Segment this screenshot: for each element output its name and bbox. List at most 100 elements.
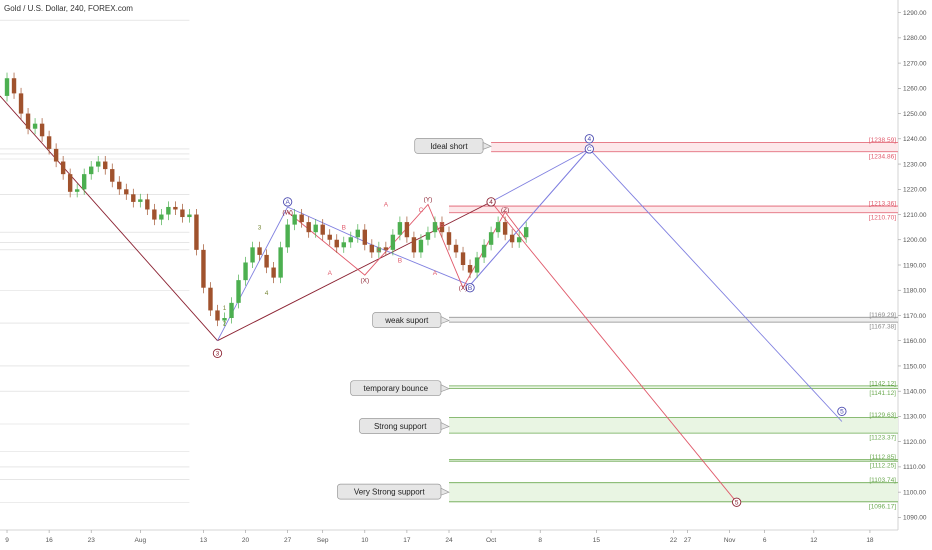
- candle-body: [159, 214, 164, 220]
- candle-body: [215, 310, 220, 321]
- y-tick-label: 1130.00: [903, 414, 926, 421]
- callout-text: Ideal short: [430, 142, 468, 151]
- candle-body: [4, 78, 10, 96]
- level-label-low: [1167.38]: [869, 324, 896, 331]
- candle-body: [404, 222, 410, 238]
- wave-label: A: [433, 270, 438, 277]
- wave-label-circle: [584, 144, 594, 154]
- y-tick-label: 1260.00: [903, 86, 927, 93]
- candle-body: [425, 232, 431, 240]
- wave-label: A: [328, 270, 333, 277]
- y-tick-label: 1190.00: [903, 262, 926, 269]
- x-tick-label: 16: [45, 537, 53, 544]
- y-tick-label: 1270.00: [903, 60, 927, 67]
- x-tick-label: Oct: [486, 537, 496, 544]
- level-label-high: [1169.29]: [869, 312, 896, 319]
- x-tick-label: 8: [538, 537, 542, 544]
- wave-label: A: [384, 202, 389, 209]
- wave-label: A: [285, 199, 290, 206]
- wave-label: (Z): [501, 207, 509, 214]
- candle-body: [124, 189, 129, 195]
- wave-label: 4: [588, 136, 592, 143]
- wave-label: 5: [735, 500, 739, 507]
- y-tick-label: 1220.00: [903, 187, 927, 194]
- candle-body: [187, 214, 192, 218]
- wave-label: 2: [223, 320, 227, 327]
- wave-line: [0, 95, 218, 341]
- y-tick-label: 1200.00: [903, 237, 927, 244]
- candle-body: [355, 229, 360, 238]
- candle-body: [523, 227, 529, 238]
- candle-body: [46, 136, 52, 149]
- level-label-low: [1123.37]: [869, 435, 896, 442]
- y-tick-label: 1170.00: [903, 313, 926, 320]
- candle-body: [467, 265, 473, 273]
- x-tick-label: 15: [593, 537, 601, 544]
- candle-body: [257, 247, 262, 255]
- candle-body: [18, 93, 24, 114]
- candle-body: [180, 209, 185, 218]
- candle-body: [145, 199, 150, 210]
- candle-body: [81, 174, 87, 190]
- level-label-low: [1234.86]: [869, 153, 896, 160]
- level-zone: [491, 142, 898, 152]
- wave-label-circle: [731, 497, 742, 507]
- candle-body: [474, 257, 480, 273]
- x-tick-label: 10: [361, 537, 369, 544]
- callout-text: weak suport: [384, 316, 429, 325]
- y-tick-label: 1250.00: [903, 111, 927, 118]
- candle-body: [369, 244, 375, 253]
- callout-pointer: [482, 141, 492, 150]
- callout-pointer: [440, 315, 450, 325]
- callout-text: temporary bounce: [364, 384, 429, 393]
- wave-label: B: [342, 224, 346, 231]
- candle-body: [194, 214, 199, 250]
- candle-body: [173, 206, 178, 210]
- wave-label: 3: [216, 351, 220, 358]
- level-label-high: [1129.63]: [869, 412, 896, 419]
- y-tick-label: 1120.00: [903, 439, 926, 446]
- x-tick-label: 6: [763, 537, 767, 544]
- candle-body: [299, 214, 304, 223]
- x-tick-label: 18: [866, 537, 874, 544]
- x-tick-label: 9: [5, 537, 9, 544]
- candle-body: [166, 206, 171, 215]
- plot-area: [0, 0, 898, 530]
- candle-body: [362, 229, 368, 245]
- wave-line: [490, 201, 737, 503]
- y-tick-label: 1110.00: [903, 464, 926, 471]
- y-tick-label: 1150.00: [903, 363, 926, 370]
- wave-label-circle: [282, 197, 293, 207]
- candle-body: [516, 237, 522, 243]
- level-zone: [449, 459, 898, 462]
- wave-label: (X): [360, 277, 369, 284]
- candle-body: [250, 247, 255, 263]
- x-tick-label: 13: [200, 537, 208, 544]
- x-tick-label: Nov: [724, 537, 736, 544]
- wave-label: C: [419, 207, 424, 214]
- y-tick-label: 1090.00: [903, 515, 927, 522]
- level-label-high: [1103.74]: [869, 477, 896, 484]
- candle-body: [110, 169, 115, 182]
- candle-body: [243, 262, 248, 281]
- candle-body: [285, 224, 290, 248]
- wave-label: 4: [265, 290, 269, 297]
- candle-body: [89, 166, 94, 175]
- wave-label-circle: [584, 134, 594, 144]
- wave-label: 5: [840, 409, 844, 416]
- level-zone: [449, 206, 898, 213]
- candle-body: [117, 181, 122, 190]
- wave-label-circle: [486, 197, 496, 207]
- wave-label: B: [468, 285, 472, 292]
- candle-body: [453, 244, 459, 253]
- wave-line: [217, 201, 492, 342]
- candle-body: [271, 267, 276, 278]
- candle-body: [201, 249, 206, 288]
- y-tick-label: 1180.00: [903, 288, 926, 295]
- candle-body: [481, 244, 487, 258]
- wave-label: (W): [282, 209, 292, 216]
- y-tick-label: 1160.00: [903, 338, 926, 345]
- candle-body: [341, 242, 346, 248]
- wave-line: [287, 203, 527, 289]
